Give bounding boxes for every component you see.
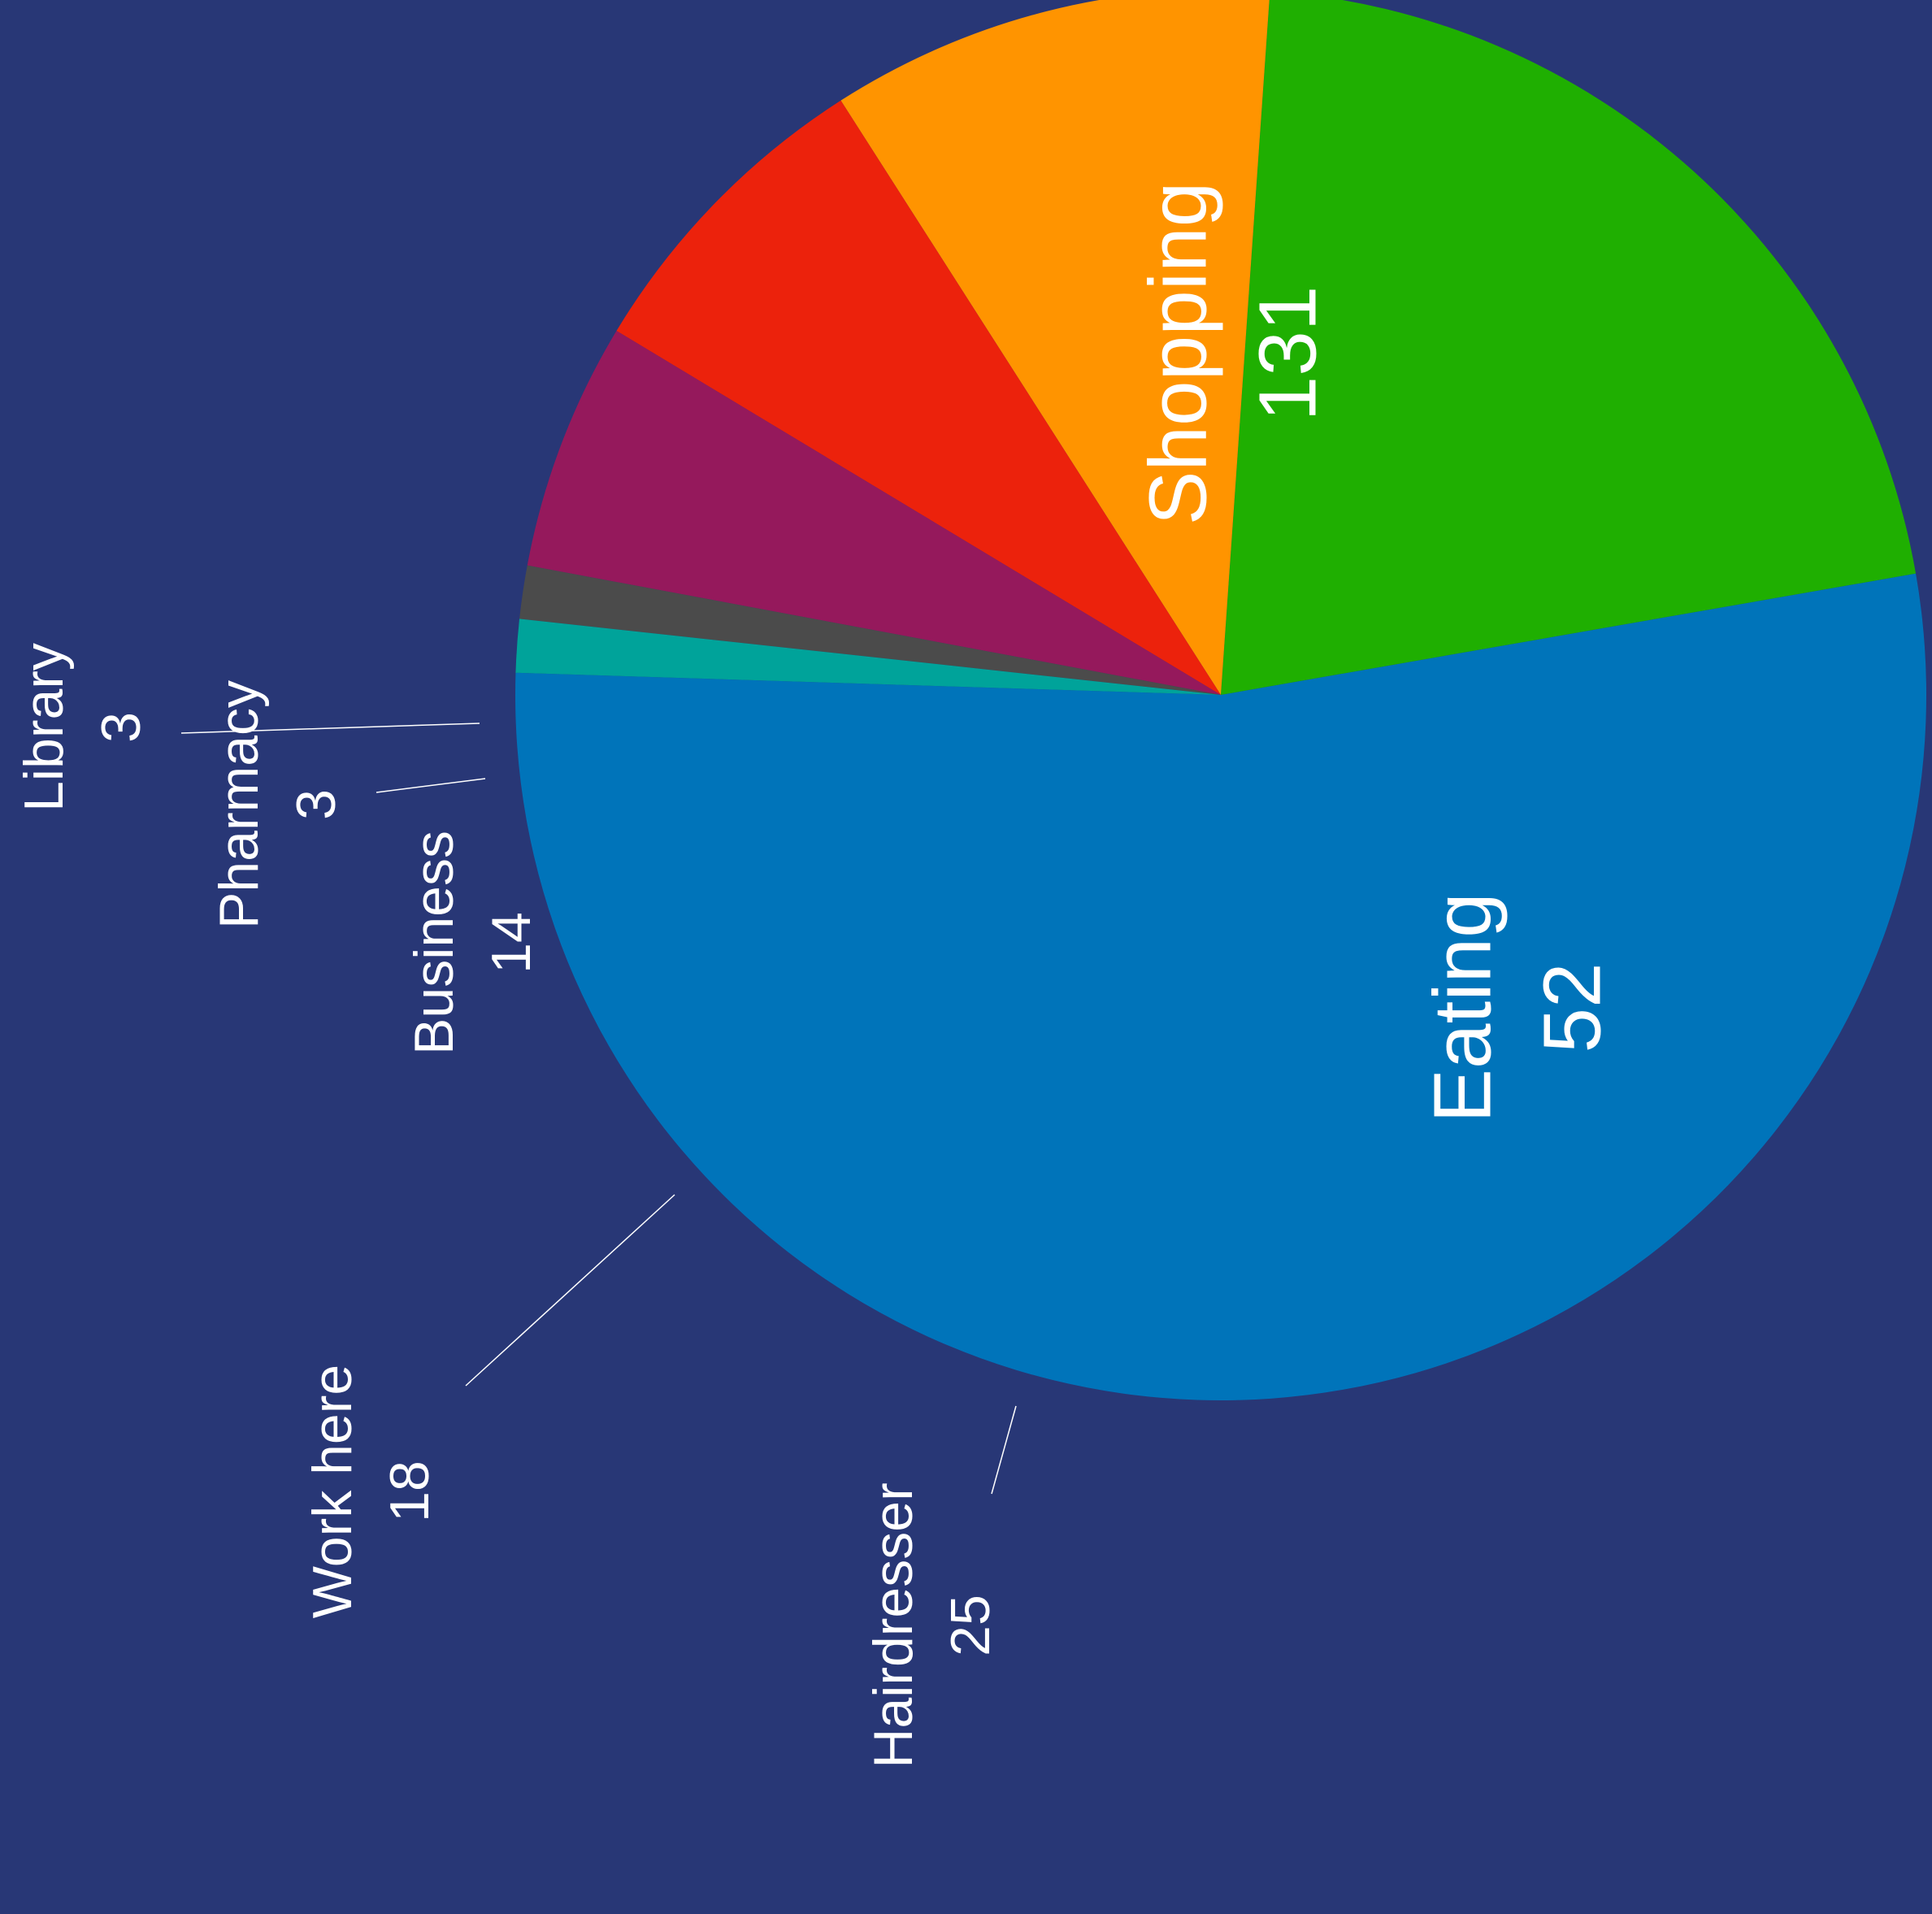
leader-line-work-here — [465, 1194, 675, 1387]
label-value-eating: 52 — [1527, 962, 1618, 1052]
label-name-business: Business — [403, 831, 465, 1055]
leader-lines — [180, 723, 1017, 1495]
label-value-pharmacy: 3 — [285, 789, 347, 820]
label-eating: Eating 52 — [1418, 892, 1618, 1123]
slice-library — [515, 618, 1221, 695]
label-value-library: 3 — [90, 712, 152, 743]
slice-work-here — [616, 100, 1221, 696]
label-value-shopping: 131 — [1243, 286, 1334, 422]
label-name-shopping: Shopping — [1133, 182, 1224, 526]
slice-pharmacy — [519, 565, 1221, 695]
slice-eating — [1221, 0, 1917, 695]
label-value-business: 14 — [480, 912, 542, 974]
slice-hairdresser — [840, 0, 1270, 695]
label-hairdresser: Hairdresser 25 — [862, 1482, 1001, 1768]
leader-line-hairdresser — [991, 1405, 1017, 1495]
label-library: Library 3 — [13, 643, 152, 812]
label-name-library: Library — [13, 643, 75, 812]
label-work-here: Work here 18 — [302, 1365, 441, 1618]
label-name-eating: Eating — [1418, 892, 1509, 1123]
slice-labels: Shopping 131 Eating 52 Hairdresser 25 Work her… — [13, 182, 1618, 1769]
label-value-hairdresser: 25 — [940, 1595, 1001, 1656]
slice-business — [527, 331, 1221, 695]
label-shopping: Shopping 131 — [1133, 182, 1334, 526]
label-pharmacy: Pharmacy 3 — [208, 680, 347, 929]
label-name-work-here: Work here — [302, 1365, 363, 1618]
slice-shopping — [515, 573, 1927, 1400]
leader-line-pharmacy — [376, 778, 486, 793]
leader-line-library — [180, 723, 480, 734]
label-name-pharmacy: Pharmacy — [208, 680, 270, 929]
pie-slices — [515, 0, 1927, 1400]
label-value-work-here: 18 — [379, 1460, 441, 1522]
label-name-hairdresser: Hairdresser — [862, 1482, 924, 1768]
label-business: Business 14 — [403, 831, 542, 1055]
